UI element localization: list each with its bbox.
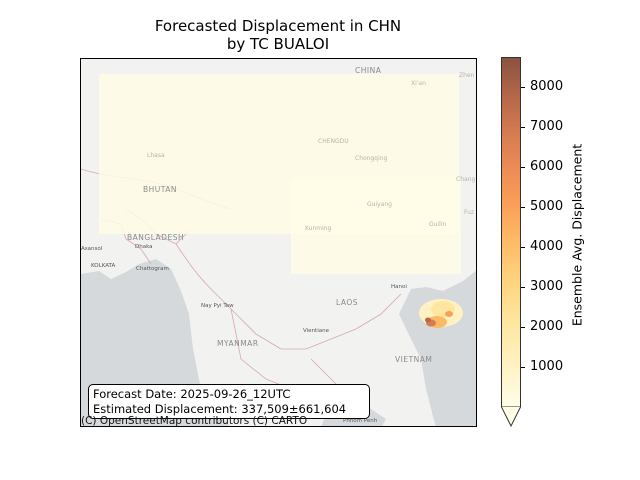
map-label-chengdu: CHENGDU xyxy=(318,138,349,145)
map-label-guilin: Guilin xyxy=(429,221,447,228)
colorbar-tick-label: 6000 xyxy=(530,159,564,174)
forecast-info-box: Forecast Date: 2025-09-26_12UTC Estimate… xyxy=(88,384,370,419)
map-label-fuz: Fuz xyxy=(464,209,475,216)
map-panel[interactable]: CHINA Xi'an Zhen Lhasa CHENGDU Chongqing… xyxy=(80,58,477,427)
map-label-zhen: Zhen xyxy=(459,72,475,79)
colorbar-tick-mark xyxy=(521,207,525,208)
colorbar-tick-mark xyxy=(521,327,525,328)
map-label-chattogram: Chattogram xyxy=(136,266,169,272)
colorbar-tick-mark xyxy=(521,127,525,128)
map-label-phnom-penh: Phnom Penh xyxy=(343,418,378,424)
map-label-guiyang: Guiyang xyxy=(367,201,392,208)
colorbar-tick-label: 7000 xyxy=(530,119,564,134)
map-attribution: (C) OpenStreetMap contributors (C) CARTO xyxy=(81,415,308,427)
colorbar-tick-label: 2000 xyxy=(530,319,564,334)
map-label-china: CHINA xyxy=(355,66,382,75)
gulf-of-tonkin xyxy=(399,270,476,426)
colorbar-tick-mark xyxy=(521,247,525,248)
map-label-hanoi: Hanoi xyxy=(391,284,407,290)
map-label-laos: LAOS xyxy=(336,298,359,307)
colorbar-tick-label: 8000 xyxy=(530,79,564,94)
map-label-vietnam: VIETNAM xyxy=(395,355,433,364)
colorbar-tick-label: 3000 xyxy=(530,279,564,294)
colorbar-tick-mark xyxy=(521,367,525,368)
colorbar-label: Ensemble Avg. Displacement xyxy=(569,143,585,327)
map-label-bhutan: BHUTAN xyxy=(143,185,178,194)
map-label-vientiane: Vientiane xyxy=(303,328,329,334)
map-label-xian: Xi'an xyxy=(411,80,426,87)
colorbar-tick-label: 5000 xyxy=(530,199,564,214)
forecast-date-text: Forecast Date: 2025-09-26_12UTC xyxy=(93,387,291,401)
map-label-kunming: Kunming xyxy=(305,225,332,232)
displacement-region-south xyxy=(291,179,461,274)
map-label-asansol: Asansol xyxy=(81,246,103,252)
map-label-nay-pyi-taw: Nay Pyi Taw xyxy=(201,303,234,309)
map-label-lhasa: Lhasa xyxy=(147,152,165,159)
colorbar xyxy=(501,57,521,407)
map-label-chang: Chang xyxy=(456,176,476,183)
colorbar-tick-label: 4000 xyxy=(530,239,564,254)
map-label-myanmar: MYANMAR xyxy=(217,339,259,348)
map-label-bangladesh: BANGLADESH xyxy=(127,233,185,242)
map-label-kolkata: KOLKATA xyxy=(91,263,116,269)
colorbar-tick-mark xyxy=(521,167,525,168)
map-label-chongqing: Chongqing xyxy=(355,155,388,162)
colorbar-tick-mark xyxy=(521,287,525,288)
estimated-displacement-text: Estimated Displacement: 337,509±661,604 xyxy=(93,402,347,416)
hainan-hotspot xyxy=(419,299,463,328)
colorbar-tick-mark xyxy=(521,87,525,88)
map-label-dhaka: Dhaka xyxy=(135,244,153,250)
colorbar-tick-label: 1000 xyxy=(530,359,564,374)
map-title-line2: by TC BUALOI xyxy=(226,35,330,53)
colorbar-extend-triangle xyxy=(501,406,521,428)
map-title-line1: Forecasted Displacement in CHN xyxy=(154,17,402,35)
basemap xyxy=(81,74,476,426)
